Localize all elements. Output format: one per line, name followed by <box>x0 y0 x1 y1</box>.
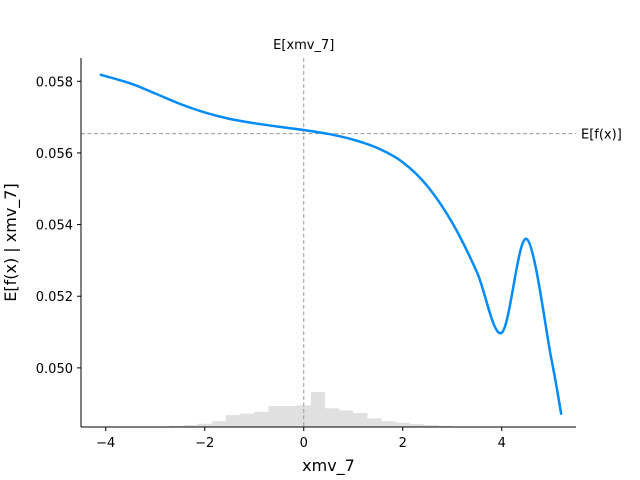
y-tick-label: 0.052 <box>36 290 73 305</box>
histogram-bar <box>169 425 184 427</box>
axes <box>80 58 576 428</box>
x-tick-label: 0 <box>300 436 308 451</box>
histogram-bar <box>409 424 424 427</box>
histogram <box>155 392 467 427</box>
histogram-bar <box>367 418 382 427</box>
histogram-bar <box>423 425 439 427</box>
histogram-bar <box>183 425 198 427</box>
y-axis-label: E[f(x) | xmv_7] <box>1 183 21 301</box>
histogram-bar <box>282 406 297 427</box>
histogram-bar <box>211 421 226 427</box>
y-tick-label: 0.050 <box>36 362 73 377</box>
x-tick-label: −4 <box>96 436 115 451</box>
x-axis-label: xmv_7 <box>302 456 355 476</box>
expected-fx-label: E[f(x)] <box>581 128 622 143</box>
histogram-bar <box>254 411 269 427</box>
expected-x-label: E[xmv_7] <box>273 38 334 53</box>
x-tick-label: −2 <box>195 436 214 451</box>
histogram-bar <box>197 423 212 427</box>
histogram-bar <box>240 413 255 427</box>
y-tick-label: 0.058 <box>36 75 73 90</box>
histogram-bar <box>381 421 396 427</box>
y-tick-label: 0.056 <box>36 147 73 162</box>
histogram-bar <box>225 415 241 427</box>
histogram-bar <box>268 406 283 427</box>
histogram-bar <box>339 410 354 427</box>
reference-lines <box>81 58 576 427</box>
y-tick-label: 0.054 <box>36 219 73 234</box>
x-tick-label: 4 <box>498 436 506 451</box>
histogram-bar <box>353 412 368 427</box>
histogram-bar <box>310 392 325 427</box>
histogram-bar <box>324 408 340 427</box>
histogram-bar <box>438 425 453 427</box>
x-tick-label: 2 <box>399 436 407 451</box>
ticks: −4 −2 0 2 4 0.050 0.052 0.054 0.056 0.058 <box>36 75 506 451</box>
histogram-bar <box>395 422 410 427</box>
series-line <box>99 73 563 415</box>
